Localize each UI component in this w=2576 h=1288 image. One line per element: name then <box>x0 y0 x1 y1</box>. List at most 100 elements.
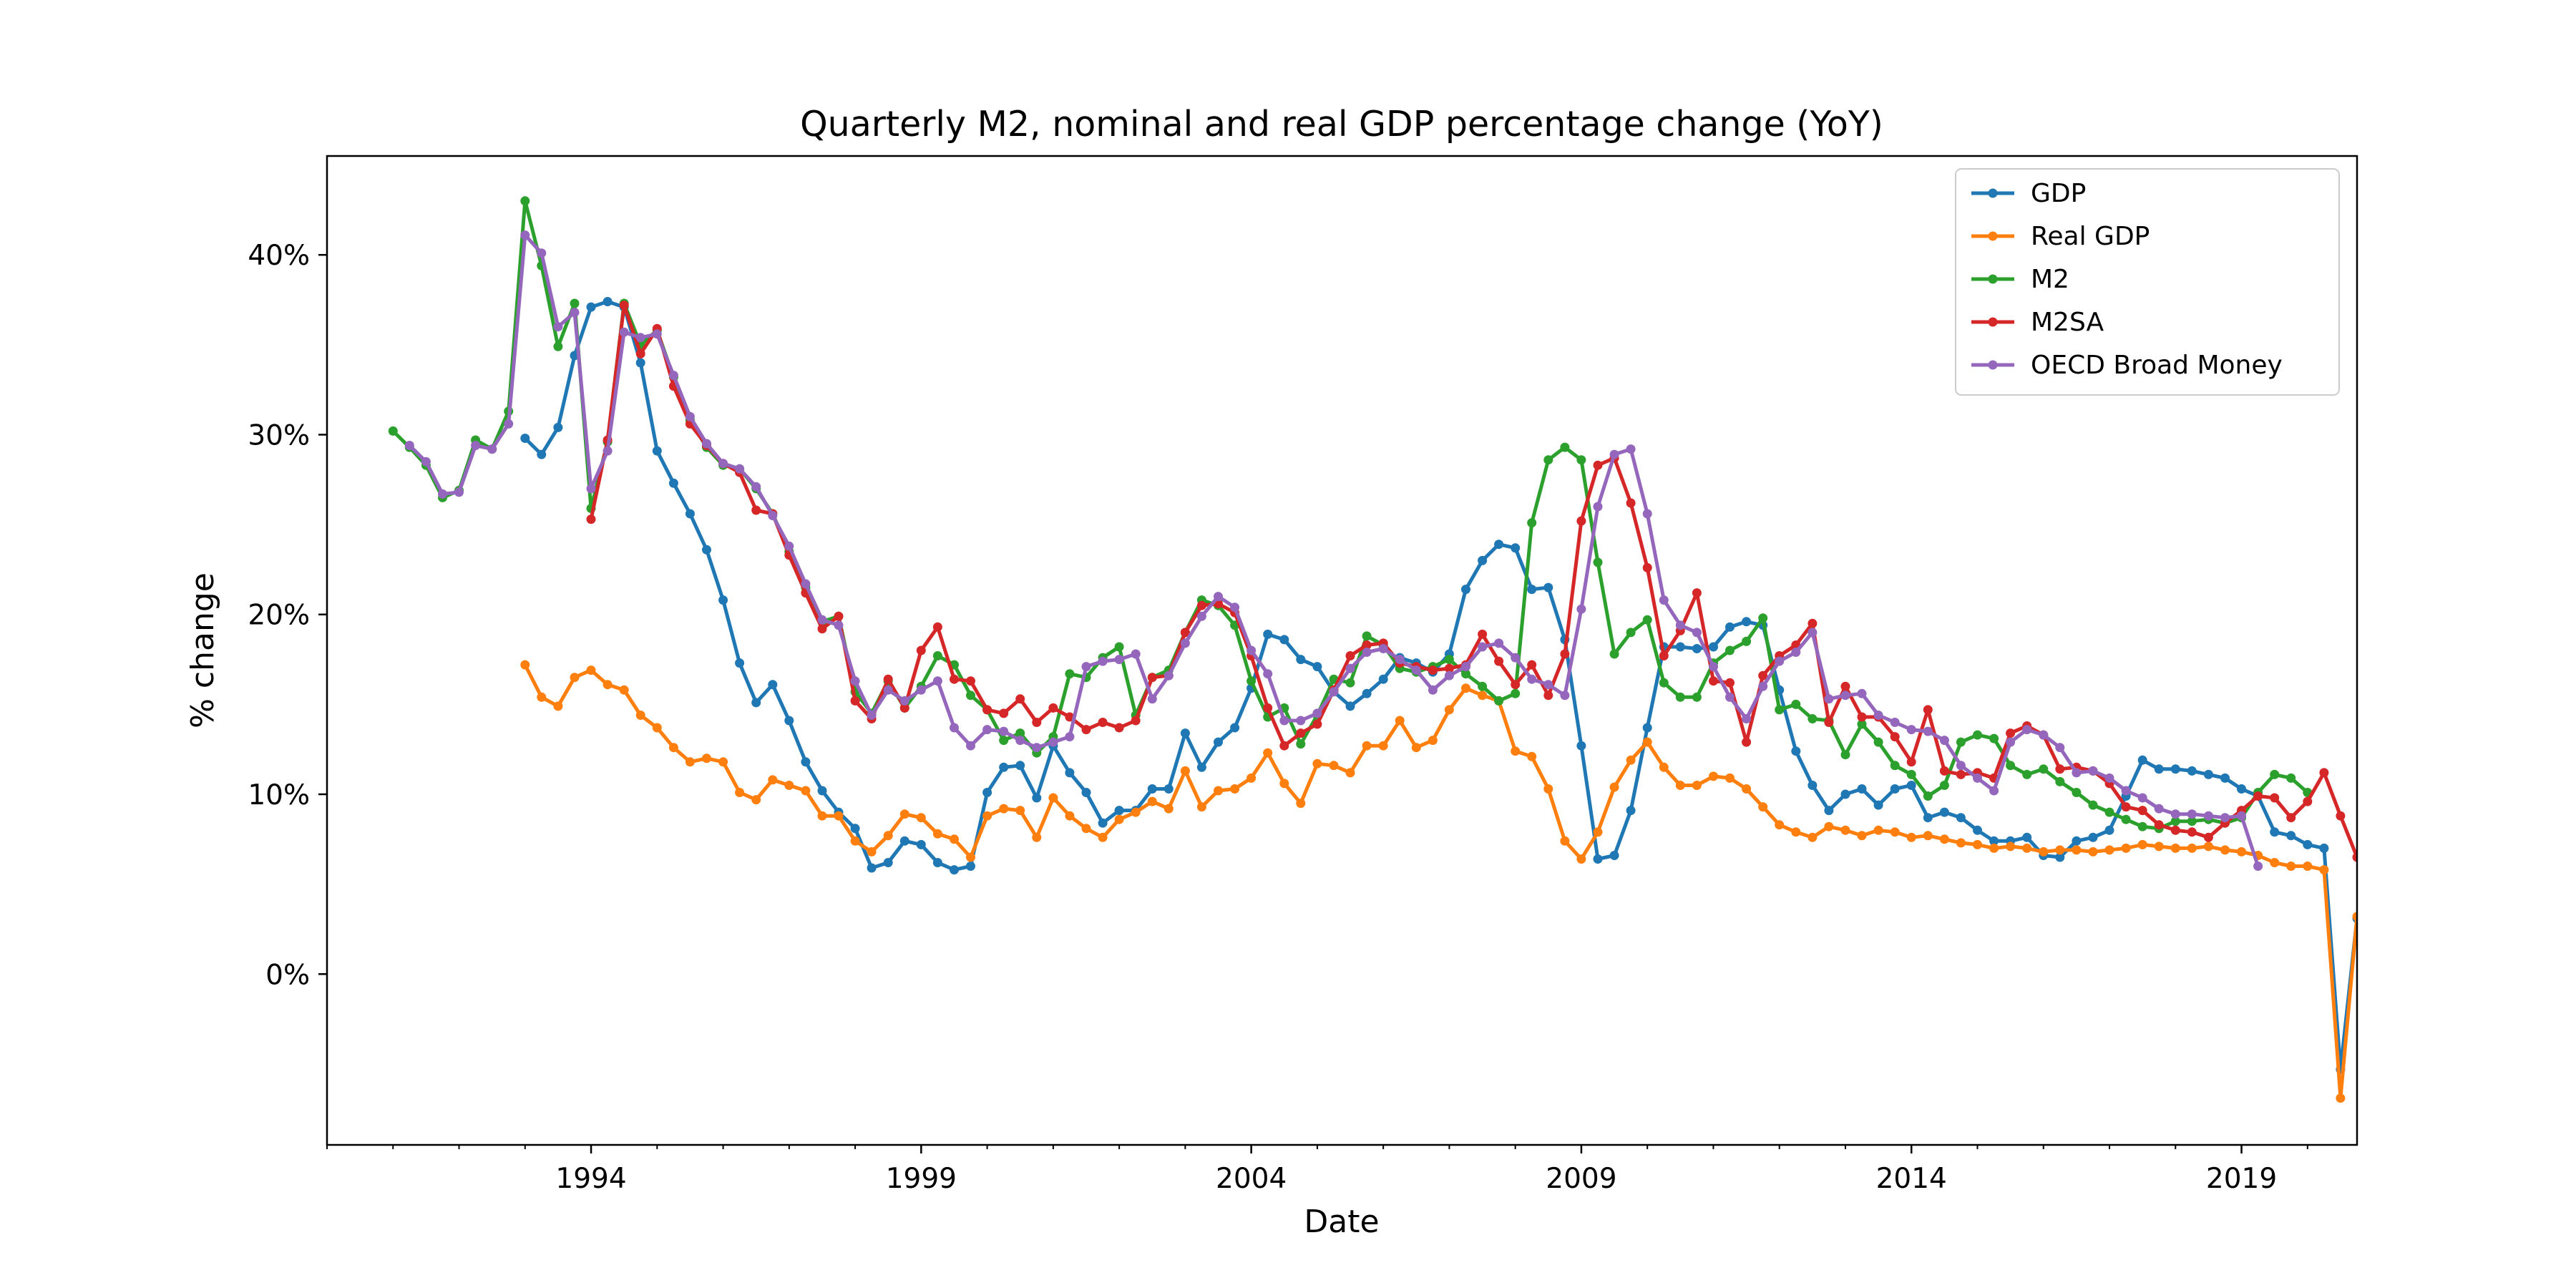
data-point <box>537 248 547 258</box>
data-point <box>1196 611 1206 621</box>
legend-entry: Real GDP <box>1971 222 2150 251</box>
legend-entry: M2SA <box>1971 308 2104 337</box>
data-point <box>685 757 695 767</box>
data-point <box>883 831 893 841</box>
data-point <box>1642 723 1652 733</box>
data-point <box>1345 651 1355 660</box>
data-point <box>1246 773 1257 783</box>
data-point <box>1642 737 1652 747</box>
data-point <box>421 457 431 467</box>
data-point <box>1576 854 1586 864</box>
data-point <box>867 711 877 720</box>
data-point <box>1362 648 1372 657</box>
data-point <box>1511 653 1521 663</box>
data-point <box>1527 674 1537 684</box>
data-point <box>1923 705 1933 715</box>
data-point <box>1312 719 1322 729</box>
data-point <box>471 441 481 450</box>
data-point <box>735 658 745 668</box>
data-point <box>635 358 645 368</box>
data-point <box>2286 831 2296 841</box>
data-point <box>1147 694 1157 704</box>
data-point <box>1791 827 1801 837</box>
data-point <box>1494 696 1504 706</box>
data-point <box>1032 743 1042 753</box>
data-point <box>1312 708 1322 718</box>
plot-area <box>326 155 2358 1146</box>
data-point <box>718 595 728 605</box>
data-point <box>1279 741 1289 751</box>
data-point <box>1840 789 1850 799</box>
data-point <box>2303 839 2313 849</box>
data-point <box>718 757 728 767</box>
data-point <box>1444 705 1454 715</box>
data-point <box>1560 836 1570 846</box>
data-point <box>2072 836 2082 846</box>
data-point <box>1593 460 1603 470</box>
data-point <box>1742 617 1752 627</box>
data-point <box>718 459 728 469</box>
data-point <box>1478 629 1488 639</box>
data-point <box>784 541 794 551</box>
data-point <box>768 680 778 690</box>
data-point <box>1824 821 1834 831</box>
data-point <box>1428 685 1438 695</box>
data-point <box>2154 764 2164 774</box>
data-point <box>1478 642 1488 652</box>
legend-label: M2 <box>2031 265 2069 294</box>
data-point <box>2319 768 2329 778</box>
data-point <box>1345 701 1355 711</box>
data-point <box>2237 847 2246 857</box>
data-point <box>553 341 563 351</box>
data-point <box>751 505 761 515</box>
data-point <box>2121 843 2131 853</box>
data-point <box>1428 736 1438 746</box>
data-point <box>2055 852 2065 862</box>
data-point <box>768 775 778 785</box>
data-point <box>1345 663 1355 673</box>
data-point <box>2270 858 2280 867</box>
data-point <box>685 411 695 421</box>
data-point <box>586 484 596 494</box>
data-point <box>2121 814 2131 824</box>
data-point <box>1989 733 1999 743</box>
data-point <box>1114 655 1124 665</box>
data-point <box>2170 825 2180 835</box>
data-point <box>1196 802 1206 812</box>
data-point <box>1114 806 1124 816</box>
data-point <box>966 676 975 686</box>
x-axis: 1994 1999 2004 2009 2014 2019 <box>326 1145 2308 1195</box>
data-point <box>2104 773 2114 783</box>
data-point <box>2137 793 2147 803</box>
data-point <box>2352 852 2357 862</box>
data-point <box>1296 799 1306 809</box>
data-point <box>966 862 975 871</box>
data-point <box>1807 628 1818 638</box>
data-point <box>1956 813 1966 823</box>
data-point <box>2203 811 2213 821</box>
data-point <box>801 786 811 796</box>
data-point <box>1444 655 1454 665</box>
data-point <box>2039 764 2049 774</box>
data-point <box>438 489 447 499</box>
data-point <box>2220 773 2230 783</box>
data-point <box>2104 807 2114 817</box>
data-point <box>1147 673 1157 683</box>
data-point <box>1511 543 1521 553</box>
data-point <box>2203 841 2213 852</box>
data-point <box>1725 678 1735 688</box>
data-point <box>1345 768 1355 778</box>
data-point <box>1593 854 1603 864</box>
data-point <box>850 824 860 834</box>
data-point <box>404 441 414 450</box>
data-point <box>553 701 563 711</box>
data-point <box>1543 582 1553 592</box>
data-point <box>883 858 893 867</box>
data-point <box>1742 636 1752 646</box>
data-point <box>1296 728 1306 738</box>
data-point <box>1065 669 1075 679</box>
data-point <box>668 478 678 488</box>
data-point <box>1626 628 1636 638</box>
data-point <box>1114 723 1124 733</box>
